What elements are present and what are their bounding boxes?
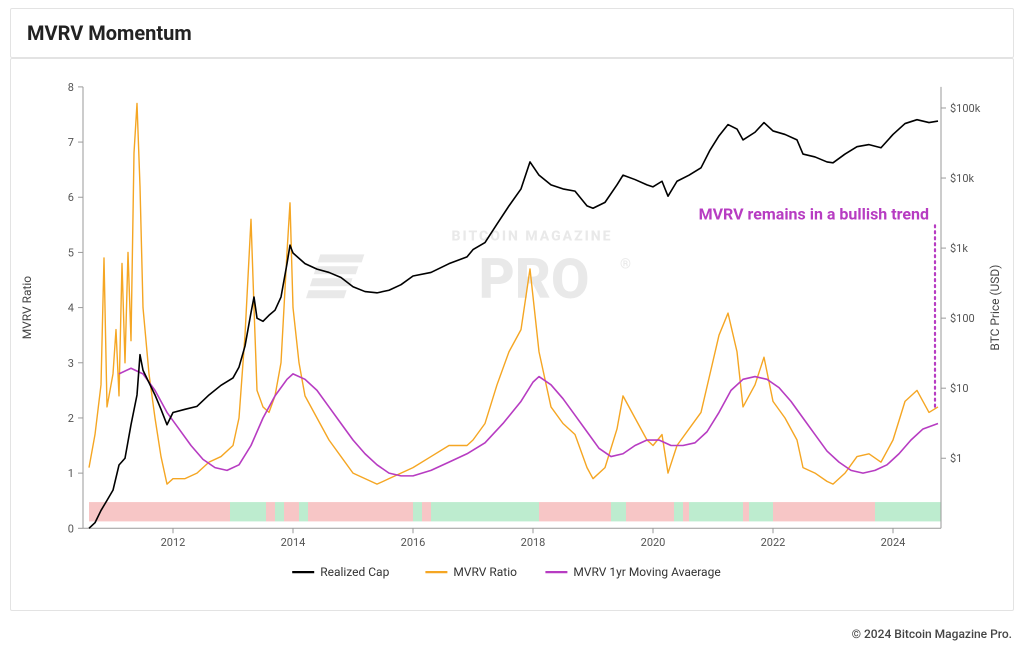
svg-text:2012: 2012 [161,536,186,549]
regime-segment [308,502,413,521]
svg-text:3: 3 [68,357,74,370]
svg-text:2016: 2016 [401,536,426,549]
svg-text:5: 5 [68,246,74,259]
svg-text:®: ® [620,256,631,272]
regime-segment [875,502,941,521]
chart-container: BITCOIN MAGAZINEPRO®012345678$1$10$100$1… [10,58,1014,611]
regime-segment [539,502,611,521]
regime-segment [230,502,266,521]
svg-text:MVRV Ratio: MVRV Ratio [20,276,34,340]
regime-segment [611,502,626,521]
regime-segment [422,502,431,521]
regime-segment [683,502,689,521]
regime-segment [299,502,308,521]
regime-segment [431,502,539,521]
regime-segment [89,502,230,521]
regime-segment [749,502,773,521]
regime-segment [626,502,674,521]
copyright: © 2024 Bitcoin Magazine Pro. [852,627,1012,641]
regime-segment [413,502,422,521]
regime-segment [773,502,875,521]
svg-text:2024: 2024 [881,536,906,549]
svg-text:2018: 2018 [521,536,546,549]
regime-segment [743,502,749,521]
svg-text:$1k: $1k [950,242,968,255]
svg-text:$100: $100 [950,312,975,325]
svg-text:2020: 2020 [641,536,666,549]
legend-label: MVRV Ratio [453,565,517,579]
svg-text:$100k: $100k [950,102,981,115]
price-line [89,120,938,529]
regime-segment [275,502,284,521]
svg-text:1: 1 [68,467,74,480]
legend-label: Realized Cap [320,565,389,579]
svg-text:2022: 2022 [761,536,786,549]
chart-annotation: MVRV remains in a bullish trend [699,204,929,223]
svg-text:2: 2 [68,412,74,425]
svg-text:0: 0 [68,522,74,535]
regime-segment [689,502,743,521]
svg-text:BTC Price (USD): BTC Price (USD) [988,265,1002,351]
svg-text:$10k: $10k [950,172,975,185]
regime-segment [266,502,275,521]
chart-header: MVRV Momentum [10,8,1014,58]
svg-text:8: 8 [68,81,74,94]
svg-text:BITCOIN MAGAZINE: BITCOIN MAGAZINE [452,228,613,244]
svg-text:$10: $10 [950,382,969,395]
svg-text:2014: 2014 [281,536,306,549]
svg-text:$1: $1 [950,452,962,465]
regime-segment [284,502,299,521]
svg-text:4: 4 [68,302,74,315]
chart-svg: BITCOIN MAGAZINEPRO®012345678$1$10$100$1… [11,59,1013,610]
regime-segment [674,502,683,521]
chart-title: MVRV Momentum [27,21,192,45]
svg-text:6: 6 [68,191,74,204]
legend-label: MVRV 1yr Moving Avaerage [573,565,720,579]
svg-text:7: 7 [68,136,74,149]
